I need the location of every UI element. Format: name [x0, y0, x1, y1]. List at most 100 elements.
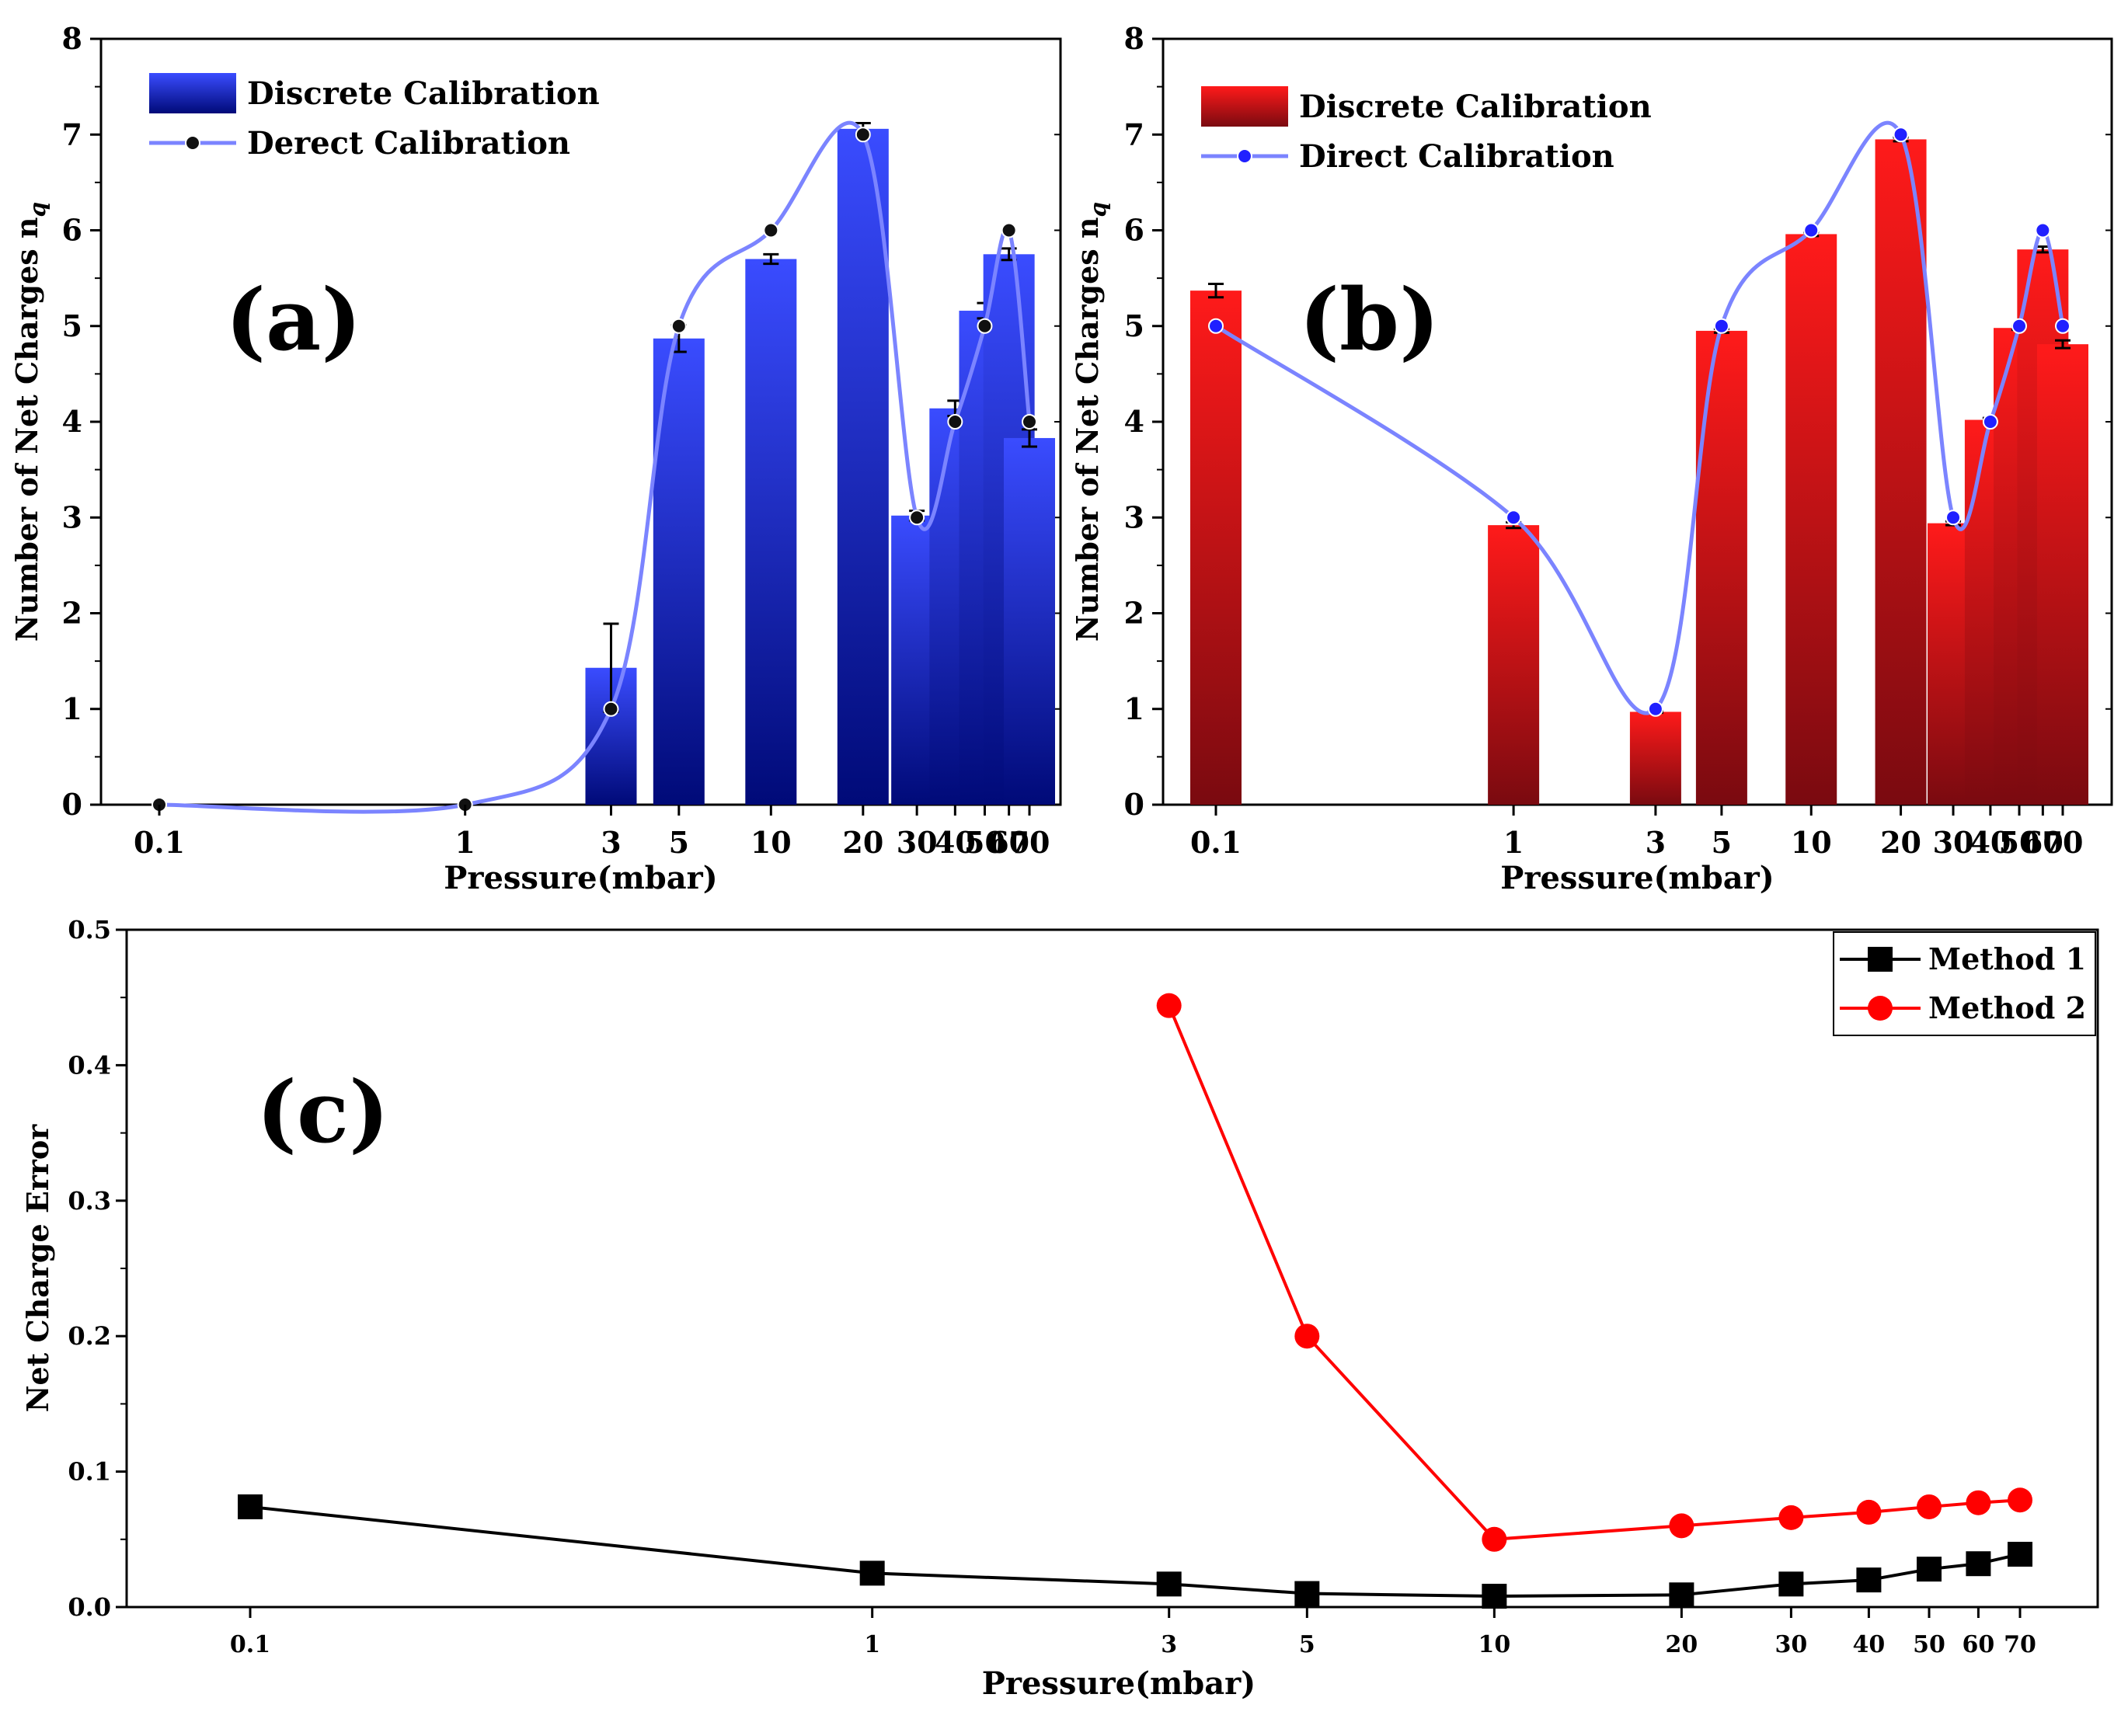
x-tick-label: 1	[864, 1631, 880, 1658]
curve-point-60	[1001, 222, 1017, 238]
y-axis-title-text: Number of Net Charges n	[1070, 217, 1105, 642]
x-tick-label: 40	[1853, 1631, 1886, 1658]
y-tick-label: 2	[1124, 596, 1144, 631]
x-tick-label: 40	[1970, 825, 2011, 860]
panel-c-chart: 0.0 0.1 0.2 0.3 0.4 0.5 0.1 1 3 5 10 20 30 40 50 60 70 Pr…	[20, 915, 2099, 1702]
curve-point-40	[947, 414, 963, 430]
x-tick-label: 30	[897, 825, 938, 860]
x-tick-label: 70	[2004, 1631, 2036, 1658]
point-0.1	[238, 1494, 263, 1519]
x-tick-label: 0.1	[1190, 825, 1242, 860]
y-tick-label: 0.4	[68, 1050, 111, 1080]
curve-point-20	[855, 127, 871, 143]
curve-point-30	[1945, 510, 1962, 526]
point-20	[1669, 1582, 1694, 1608]
x-tick-label: 1	[1503, 825, 1524, 860]
x-tick-label: 5	[1712, 825, 1732, 860]
curve-point-3	[1647, 701, 1663, 717]
y-tick-label: 7	[1124, 117, 1144, 151]
y-tick-label: 1	[62, 691, 82, 726]
y-tick-label: 0	[62, 787, 82, 822]
point-3	[1156, 993, 1182, 1018]
x-tick-label: 70	[2043, 825, 2084, 860]
bar-10	[745, 259, 797, 805]
bar-10	[1785, 234, 1837, 805]
panel-label: (b)	[1299, 270, 1440, 370]
curve-point-70	[2055, 318, 2071, 334]
curve-point-5	[1713, 318, 1729, 334]
point-30	[1778, 1505, 1804, 1530]
x-tick-label: 50	[964, 825, 1005, 860]
bar-70	[1004, 437, 1055, 805]
curve-point-10	[763, 222, 779, 238]
y-tick-label: 0	[1124, 787, 1144, 822]
legend-bar-label: Discrete Calibration	[247, 75, 600, 112]
point-50	[1916, 1494, 1942, 1519]
y-tick-label: 2	[62, 596, 82, 631]
x-tick-label: 60	[1963, 1631, 1995, 1658]
legend-swatch-marker-1	[1868, 947, 1893, 972]
x-tick-label: 0.1	[134, 825, 185, 860]
y-tick-label: 7	[62, 117, 82, 151]
y-tick-label: 8	[1124, 21, 1144, 56]
legend-line-marker	[185, 135, 200, 151]
x-tick-label: 70	[1009, 825, 1050, 860]
y-tick-label: 0.2	[68, 1321, 111, 1351]
x-tick-label: 50	[1913, 1631, 1945, 1658]
x-tick-label: 5	[669, 825, 689, 860]
legend-bar-swatch	[1201, 86, 1288, 127]
x-tick-label: 20	[842, 825, 883, 860]
curve-point-50	[977, 318, 993, 334]
x-axis-title: Pressure(mbar)	[444, 860, 717, 896]
legend-bar-label: Discrete Calibration	[1299, 89, 1652, 125]
y-tick-label: 0.3	[68, 1186, 111, 1216]
curve-point-50	[2011, 318, 2028, 334]
x-tick-label: 3	[1646, 825, 1666, 860]
bar-5	[1695, 330, 1747, 805]
point-60	[1966, 1551, 1991, 1577]
curve-point-3	[603, 701, 619, 717]
bar-20	[1875, 139, 1927, 805]
point-5	[1294, 1324, 1320, 1349]
point-10	[1482, 1584, 1507, 1609]
x-tick-label: 50	[1999, 825, 2040, 860]
y-tick-label: 4	[62, 404, 82, 439]
x-tick-label: 5	[1299, 1631, 1315, 1658]
series-line-2	[1167, 1004, 2021, 1541]
curve-point-0.1	[1208, 318, 1224, 334]
point-60	[1966, 1490, 1991, 1515]
point-40	[1856, 1567, 1882, 1593]
x-tick-label: 1	[455, 825, 475, 860]
y-tick-label: 4	[1124, 404, 1144, 439]
point-20	[1669, 1513, 1694, 1539]
point-5	[1294, 1581, 1320, 1606]
panel-label: (c)	[256, 1062, 389, 1162]
bar-20	[837, 128, 889, 805]
legend-line-label: Derect Calibration	[247, 125, 570, 162]
legend-label-2: Method 2	[1928, 990, 2086, 1025]
y-tick-label: 5	[1124, 308, 1144, 343]
y-tick-label: 8	[62, 21, 82, 56]
legend-line-label: Direct Calibration	[1299, 138, 1614, 175]
legend-label-1: Method 1	[1928, 941, 2086, 976]
x-tick-label: 60	[2022, 825, 2064, 860]
curve-point-20	[1893, 127, 1909, 143]
curve-point-40	[1982, 414, 1998, 430]
bar-1	[1488, 525, 1540, 805]
curve-point-30	[909, 510, 925, 526]
curve-point-5	[670, 318, 687, 334]
point-30	[1778, 1571, 1804, 1597]
x-tick-label: 3	[1161, 1631, 1177, 1658]
x-tick-label: 10	[751, 825, 792, 860]
legend-bar-swatch	[149, 73, 236, 113]
x-tick-label: 30	[1933, 825, 1974, 860]
curve-point-60	[2035, 222, 2051, 238]
curve-point-10	[1803, 222, 1820, 238]
y-axis-title-text: Number of Net Charges n	[9, 217, 44, 642]
x-axis-title: Pressure(mbar)	[1500, 860, 1774, 896]
panel-label: (a)	[225, 270, 361, 370]
legend-swatch-marker-2	[1868, 996, 1893, 1021]
